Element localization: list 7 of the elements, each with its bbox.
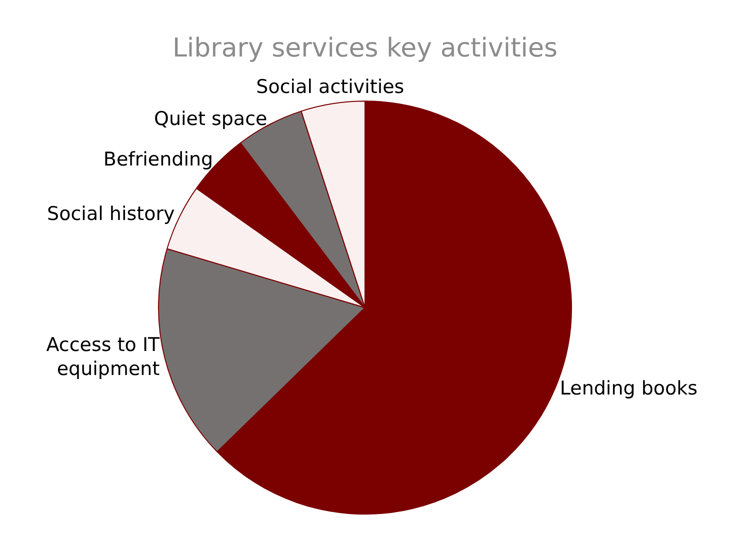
chart-title: Library services key activities (172, 33, 558, 64)
slice-label: Quiet space (154, 108, 268, 130)
slice-label: Access to IT equipment (46, 334, 160, 380)
slice-label: Social activities (256, 76, 404, 98)
slice-label: Social history (47, 203, 175, 226)
slice-label: Lending books (560, 378, 698, 400)
slice-label: Befriending (103, 148, 214, 170)
